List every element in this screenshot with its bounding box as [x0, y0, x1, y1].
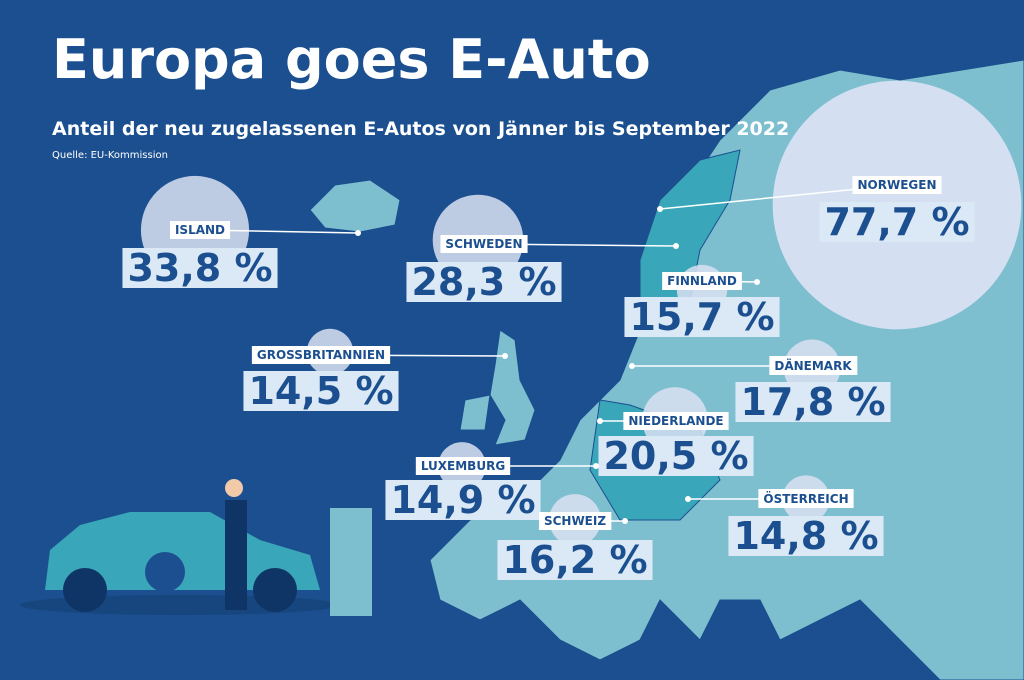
wheel [63, 568, 107, 612]
value-label: 15,7 % [629, 295, 774, 339]
value-box [406, 262, 562, 302]
country-name: NORWEGEN [857, 178, 936, 192]
value-box [122, 248, 278, 288]
iceland-shape [309, 179, 401, 233]
leader-dot [502, 353, 508, 359]
value-box [819, 202, 975, 242]
country-name: FINNLAND [667, 274, 737, 288]
value-box [735, 382, 891, 422]
leader-dot [593, 463, 599, 469]
value-label: 77,7 % [824, 200, 969, 244]
value-label: 33,8 % [127, 246, 272, 290]
country-name: SCHWEDEN [445, 237, 522, 251]
uk-shape [459, 329, 536, 446]
country-name: NIEDERLANDE [628, 414, 723, 428]
country-name-box [440, 235, 528, 253]
value-label: 14,9 % [390, 478, 535, 522]
car-illustration [20, 479, 372, 616]
subtitle: Anteil der neu zugelassenen E-Autos von … [52, 118, 789, 140]
leader-dot [685, 496, 691, 502]
leader-dot [673, 243, 679, 249]
car-body [45, 512, 320, 590]
leader-dot [657, 206, 663, 212]
person-head [225, 479, 243, 497]
value-label: 20,5 % [603, 434, 748, 478]
title: Europa goes E-Auto [52, 28, 651, 91]
leader-dot [629, 363, 635, 369]
country-name: GROSSBRITANNIEN [257, 348, 385, 362]
value-box [624, 297, 780, 337]
value-label: 17,8 % [740, 380, 885, 424]
value-label: 16,2 % [502, 538, 647, 582]
country-name: DÄNEMARK [774, 358, 852, 373]
charger [330, 508, 372, 616]
leader-dot [597, 418, 603, 424]
country-name-box [623, 412, 729, 430]
leader-dot [754, 279, 760, 285]
value-box [497, 540, 653, 580]
wheel [253, 568, 297, 612]
value-label: 14,5 % [248, 369, 393, 413]
country-name: SCHWEIZ [544, 514, 606, 528]
value-label: 28,3 % [411, 260, 556, 304]
country-name-box [415, 457, 511, 475]
country-name: ÖSTERREICH [763, 491, 848, 506]
country-name-box [169, 221, 231, 239]
leader-dot [622, 518, 628, 524]
country-name-box [538, 512, 612, 530]
leader-dot [355, 230, 361, 236]
country-labels: ISLAND 33,8 % SCHWEDEN 28,3 % NORWEGEN 77,7 %… [122, 80, 1022, 582]
source: Quelle: EU-Kommission [52, 150, 168, 161]
country-name-box [852, 176, 942, 194]
person [225, 500, 247, 610]
country-name-box [662, 272, 742, 290]
value-box [728, 516, 884, 556]
bolt-icon [145, 552, 185, 592]
value-box [385, 480, 541, 520]
value-label: 14,8 % [733, 514, 878, 558]
country-name: ISLAND [175, 223, 225, 237]
country-name-box [758, 489, 854, 508]
value-box [598, 436, 754, 476]
country-name-box [251, 346, 391, 364]
country-name: LUXEMBURG [421, 459, 505, 473]
value-box [243, 371, 399, 411]
country-name-box [769, 356, 858, 375]
